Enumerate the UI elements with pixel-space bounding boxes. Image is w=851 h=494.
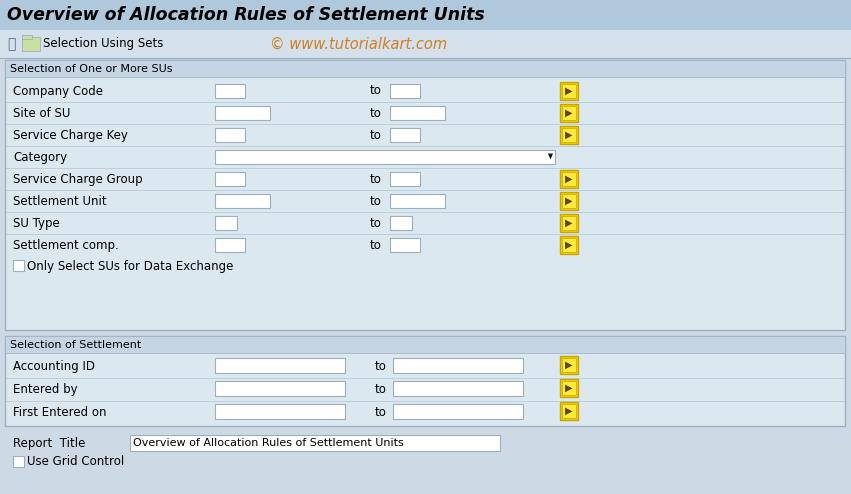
Bar [560,126,578,144]
Text: ▶: ▶ [565,240,573,250]
Bar [390,216,412,230]
Bar [562,106,576,120]
Text: ▶: ▶ [565,196,573,206]
Text: © www.tutorialkart.com: © www.tutorialkart.com [270,37,447,51]
Bar [393,381,523,396]
Bar [22,37,40,51]
Bar [13,456,24,467]
Bar [562,381,576,395]
Text: Settlement comp.: Settlement comp. [13,239,119,251]
Text: to: to [370,216,382,230]
Bar [22,35,32,39]
Bar [562,84,576,98]
Bar [215,358,345,373]
Text: to: to [375,406,387,418]
Bar [562,194,576,208]
Text: ▶: ▶ [565,383,573,393]
Bar [390,106,445,120]
Bar [560,236,578,254]
Bar [390,238,420,252]
Text: Overview of Allocation Rules of Settlement Units: Overview of Allocation Rules of Settleme… [7,6,485,24]
Bar [562,128,576,142]
Bar [562,358,576,372]
Text: to: to [375,382,387,396]
Text: Company Code: Company Code [13,84,103,97]
Bar [562,238,576,252]
Bar [560,402,578,420]
Text: Use Grid Control: Use Grid Control [27,455,124,468]
Bar [215,128,245,142]
Text: Accounting ID: Accounting ID [13,360,95,372]
Text: ▶: ▶ [565,174,573,184]
Bar [215,381,345,396]
Bar [215,404,345,419]
Bar [390,128,420,142]
Text: Entered by: Entered by [13,382,77,396]
Bar [393,404,523,419]
Text: Overview of Allocation Rules of Settlement Units: Overview of Allocation Rules of Settleme… [133,438,403,448]
Text: to: to [370,172,382,186]
Bar [393,358,523,373]
Text: Service Charge Key: Service Charge Key [13,128,128,141]
Text: Selection of Settlement: Selection of Settlement [10,339,141,349]
Text: First Entered on: First Entered on [13,406,106,418]
Bar [390,194,445,208]
Text: Service Charge Group: Service Charge Group [13,172,143,186]
Text: ▶: ▶ [565,108,573,118]
Bar [13,260,24,271]
Bar [560,379,578,397]
Bar [215,150,555,164]
Text: to: to [370,84,382,97]
Bar [215,106,270,120]
Text: ▶: ▶ [565,86,573,96]
Text: Category: Category [13,151,67,164]
Bar [215,238,245,252]
Text: to: to [375,360,387,372]
Bar [215,84,245,98]
Bar [562,216,576,230]
Text: SU Type: SU Type [13,216,60,230]
Bar [215,216,237,230]
Bar [562,172,576,186]
Text: ▶: ▶ [565,406,573,416]
Bar [5,336,845,426]
Bar [5,336,845,353]
Text: Selection Using Sets: Selection Using Sets [43,38,163,50]
Text: ▶: ▶ [565,360,573,370]
Bar [390,84,420,98]
Bar [560,170,578,188]
Bar [5,60,845,330]
Text: to: to [370,195,382,207]
Bar [215,172,245,186]
Bar [560,192,578,210]
Polygon shape [548,154,553,160]
Bar [560,214,578,232]
Bar [130,435,500,451]
Bar [0,0,851,30]
Text: Settlement Unit: Settlement Unit [13,195,106,207]
Text: Report  Title: Report Title [13,437,85,450]
Bar [0,30,851,58]
Bar [562,404,576,418]
Bar [560,356,578,374]
Text: to: to [370,107,382,120]
Bar [215,194,270,208]
Text: to: to [370,239,382,251]
Text: ▶: ▶ [565,218,573,228]
Bar [390,172,420,186]
Text: Site of SU: Site of SU [13,107,71,120]
Bar [560,82,578,100]
Text: to: to [370,128,382,141]
Text: Selection of One or More SUs: Selection of One or More SUs [10,64,173,74]
Text: ▶: ▶ [565,130,573,140]
Bar [5,60,845,77]
Text: Only Select SUs for Data Exchange: Only Select SUs for Data Exchange [27,259,233,273]
Text: ⌛: ⌛ [7,37,15,51]
Bar [560,104,578,122]
